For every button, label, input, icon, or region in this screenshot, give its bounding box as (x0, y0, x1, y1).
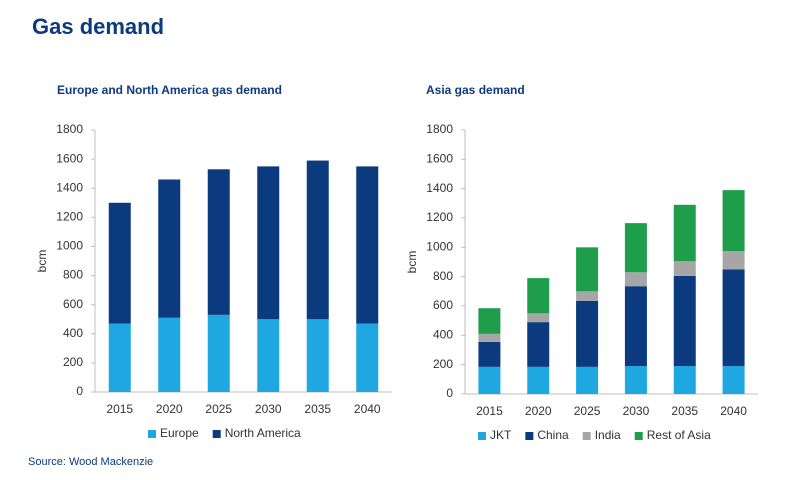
legend-swatch (478, 432, 486, 440)
y-tick-label: 800 (63, 268, 83, 282)
bar-segment (356, 323, 379, 392)
x-tick-label: 2035 (304, 402, 331, 416)
y-tick-label: 1600 (56, 151, 83, 165)
y-tick-label: 1800 (426, 122, 453, 136)
bar-segment (108, 202, 131, 324)
x-tick-label: 2040 (720, 404, 747, 418)
bar-segment (576, 291, 599, 301)
bar-segment (576, 300, 599, 367)
legend-swatch (148, 430, 156, 438)
bar-segment (624, 223, 647, 273)
bar-segment (356, 166, 379, 324)
y-tick-label: 400 (433, 328, 453, 342)
y-tick-label: 200 (433, 357, 453, 371)
bar-segment (722, 251, 745, 270)
bar-segment (576, 247, 599, 292)
legend-label: Europe (160, 426, 199, 440)
y-axis-label: bcm (35, 250, 49, 273)
bar-segment (722, 190, 745, 251)
y-tick-label: 1200 (426, 210, 453, 224)
y-tick-label: 1200 (56, 210, 83, 224)
bar-segment (624, 366, 647, 394)
bar-segment (257, 166, 280, 320)
bar-segment (478, 308, 501, 334)
bar-segment (673, 261, 696, 276)
bar-segment (527, 366, 550, 394)
bar-segment (108, 323, 131, 392)
x-tick-label: 2015 (106, 402, 133, 416)
bar-segment (673, 275, 696, 367)
y-tick-label: 1400 (56, 180, 83, 194)
bar-segment (722, 366, 745, 394)
bar-segment (624, 272, 647, 287)
bar-segment (527, 322, 550, 367)
bar-segment (527, 313, 550, 323)
y-tick-label: 1800 (56, 122, 83, 136)
legend-swatch (212, 430, 221, 438)
bar-segment (478, 366, 501, 394)
y-tick-label: 0 (446, 386, 453, 400)
x-tick-label: 2035 (671, 404, 698, 418)
bar-segment (306, 319, 329, 392)
bar-segment (673, 366, 696, 394)
bar-segment (207, 314, 230, 392)
y-tick-label: 200 (63, 355, 83, 369)
x-tick-label: 2025 (574, 404, 601, 418)
legend-swatch (525, 432, 534, 440)
bar-segment (478, 333, 501, 342)
y-tick-label: 600 (63, 297, 83, 311)
y-axis-label: bcm (405, 251, 419, 274)
legend-swatch (634, 432, 643, 440)
bar-segment (158, 317, 181, 392)
x-tick-label: 2040 (354, 402, 381, 416)
legend-label: North America (225, 426, 301, 440)
bar-segment (306, 160, 329, 320)
y-tick-label: 1600 (426, 152, 453, 166)
x-tick-label: 2020 (525, 404, 552, 418)
bar-segment (527, 278, 550, 314)
y-tick-label: 1400 (426, 181, 453, 195)
chart-title: Asia gas demand (426, 83, 525, 97)
x-tick-label: 2030 (255, 402, 282, 416)
bar-segment (207, 169, 230, 315)
bar-segment (576, 366, 599, 394)
x-tick-label: 2020 (156, 402, 183, 416)
legend-label: JKT (490, 428, 512, 442)
x-tick-label: 2015 (476, 404, 503, 418)
y-tick-label: 400 (63, 326, 83, 340)
y-tick-label: 0 (76, 384, 83, 398)
legend-label: Rest of Asia (647, 428, 711, 442)
y-tick-label: 1000 (56, 239, 83, 253)
legend-label: India (595, 428, 621, 442)
x-tick-label: 2025 (205, 402, 232, 416)
bar-segment (257, 319, 280, 392)
bar-segment (722, 269, 745, 367)
y-tick-label: 800 (433, 269, 453, 283)
y-tick-label: 600 (433, 298, 453, 312)
bar-segment (158, 179, 181, 318)
x-tick-label: 2030 (623, 404, 650, 418)
bar-segment (673, 204, 696, 262)
source: Source: Wood Mackenzie (28, 456, 153, 468)
page-title: Gas demand (32, 14, 164, 39)
legend-label: China (537, 428, 569, 442)
y-tick-label: 1000 (426, 240, 453, 254)
legend-swatch (582, 432, 591, 440)
chart-title: Europe and North America gas demand (57, 83, 282, 97)
bar-segment (624, 286, 647, 367)
bar-segment (478, 341, 501, 367)
